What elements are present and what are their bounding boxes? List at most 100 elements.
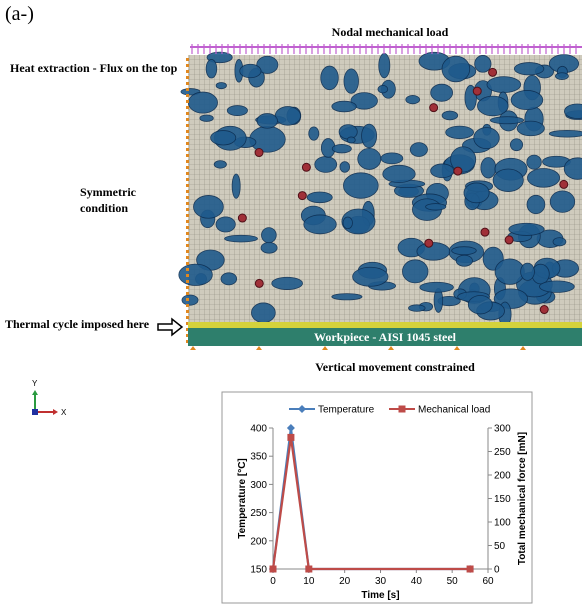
bc-dot bbox=[186, 100, 189, 103]
grain bbox=[527, 169, 559, 188]
x-tick-label: 50 bbox=[447, 576, 459, 587]
grain bbox=[381, 153, 403, 164]
grain bbox=[487, 77, 521, 93]
bc-tri bbox=[256, 346, 262, 350]
y2-tick-label: 300 bbox=[494, 424, 511, 435]
grain bbox=[511, 90, 543, 109]
grain bbox=[307, 192, 332, 203]
grain bbox=[309, 127, 319, 140]
bc-dot bbox=[186, 220, 189, 223]
bc-dot bbox=[186, 142, 189, 145]
grain bbox=[383, 165, 415, 182]
bc-dot bbox=[186, 94, 189, 97]
inclusion bbox=[454, 167, 462, 175]
bc-dot bbox=[186, 250, 189, 253]
legend-label: Temperature bbox=[318, 405, 375, 416]
marker bbox=[467, 566, 474, 573]
inclusion bbox=[255, 149, 263, 157]
bc-dot bbox=[186, 154, 189, 157]
grain bbox=[362, 124, 377, 148]
grain bbox=[510, 139, 522, 151]
bc-dot bbox=[186, 70, 189, 73]
x-tick-label: 30 bbox=[375, 576, 387, 587]
grain bbox=[442, 111, 458, 120]
grain bbox=[527, 195, 545, 213]
bc-dot bbox=[186, 292, 189, 295]
inclusion bbox=[473, 87, 481, 95]
inclusion bbox=[481, 228, 489, 236]
grain bbox=[250, 126, 286, 152]
panel-label: (a-) bbox=[5, 3, 34, 25]
y2-tick-label: 50 bbox=[494, 541, 506, 552]
grain bbox=[206, 59, 217, 78]
grain bbox=[343, 173, 378, 199]
legend-label: Mechanical load bbox=[418, 405, 490, 416]
grain bbox=[251, 303, 275, 323]
grain bbox=[232, 174, 240, 198]
inclusion bbox=[255, 279, 263, 287]
bc-dot bbox=[186, 178, 189, 181]
inclusion bbox=[540, 306, 548, 314]
axis-glyph-label: Y bbox=[32, 379, 38, 388]
grain bbox=[332, 294, 362, 300]
grain bbox=[549, 130, 582, 137]
inclusion bbox=[425, 239, 433, 247]
grain bbox=[402, 260, 428, 283]
grain bbox=[261, 228, 276, 243]
grain bbox=[464, 183, 489, 203]
y2-tick-label: 250 bbox=[494, 447, 511, 458]
bc-dot bbox=[186, 160, 189, 163]
bc-dot bbox=[186, 226, 189, 229]
bc-dot bbox=[186, 310, 189, 313]
grain bbox=[216, 217, 235, 232]
x-tick-label: 40 bbox=[411, 576, 423, 587]
bc-dot bbox=[186, 112, 189, 115]
bc-tri bbox=[520, 346, 526, 350]
grain bbox=[275, 107, 300, 126]
legend-marker bbox=[399, 406, 406, 413]
x-axis-label: Time [s] bbox=[361, 590, 399, 601]
heat-label: Heat extraction - Flux on the top bbox=[10, 61, 178, 75]
bc-dot bbox=[186, 136, 189, 139]
grain bbox=[475, 55, 491, 72]
inclusion bbox=[489, 68, 497, 76]
y2-tick-label: 0 bbox=[494, 565, 500, 576]
grain bbox=[332, 144, 351, 153]
inclusion bbox=[298, 192, 306, 200]
figure: (a-) Nodal mechanical load Heat extracti… bbox=[0, 0, 582, 615]
axes-glyph: Y X bbox=[32, 379, 67, 417]
bc-dot bbox=[186, 202, 189, 205]
grain bbox=[431, 164, 454, 178]
grain bbox=[224, 235, 257, 242]
bc-dot bbox=[186, 106, 189, 109]
bc-dot bbox=[186, 88, 189, 91]
grain bbox=[332, 101, 356, 112]
bc-dot bbox=[186, 214, 189, 217]
bc-dot bbox=[186, 268, 189, 271]
y2-tick-label: 100 bbox=[494, 518, 511, 529]
grain bbox=[304, 215, 336, 234]
grain bbox=[188, 92, 217, 113]
grain bbox=[343, 217, 352, 229]
chart-frame bbox=[222, 392, 532, 603]
y2-tick-label: 150 bbox=[494, 494, 511, 505]
bc-dot bbox=[186, 208, 189, 211]
marker bbox=[287, 434, 294, 441]
grain bbox=[517, 121, 544, 136]
grain bbox=[214, 161, 226, 169]
bc-tri bbox=[190, 346, 196, 350]
bc-dot bbox=[186, 286, 189, 289]
bc-dot bbox=[186, 304, 189, 307]
grain bbox=[347, 137, 355, 143]
thermal-label: Thermal cycle imposed here bbox=[5, 317, 150, 331]
inclusion bbox=[302, 163, 310, 171]
grain bbox=[420, 282, 454, 292]
grain bbox=[555, 73, 568, 80]
grain bbox=[257, 114, 278, 129]
x-tick-label: 20 bbox=[339, 576, 351, 587]
grain bbox=[442, 56, 470, 82]
bc-dot bbox=[186, 166, 189, 169]
bc-dot bbox=[186, 232, 189, 235]
grain bbox=[216, 82, 226, 88]
grain bbox=[509, 223, 544, 235]
